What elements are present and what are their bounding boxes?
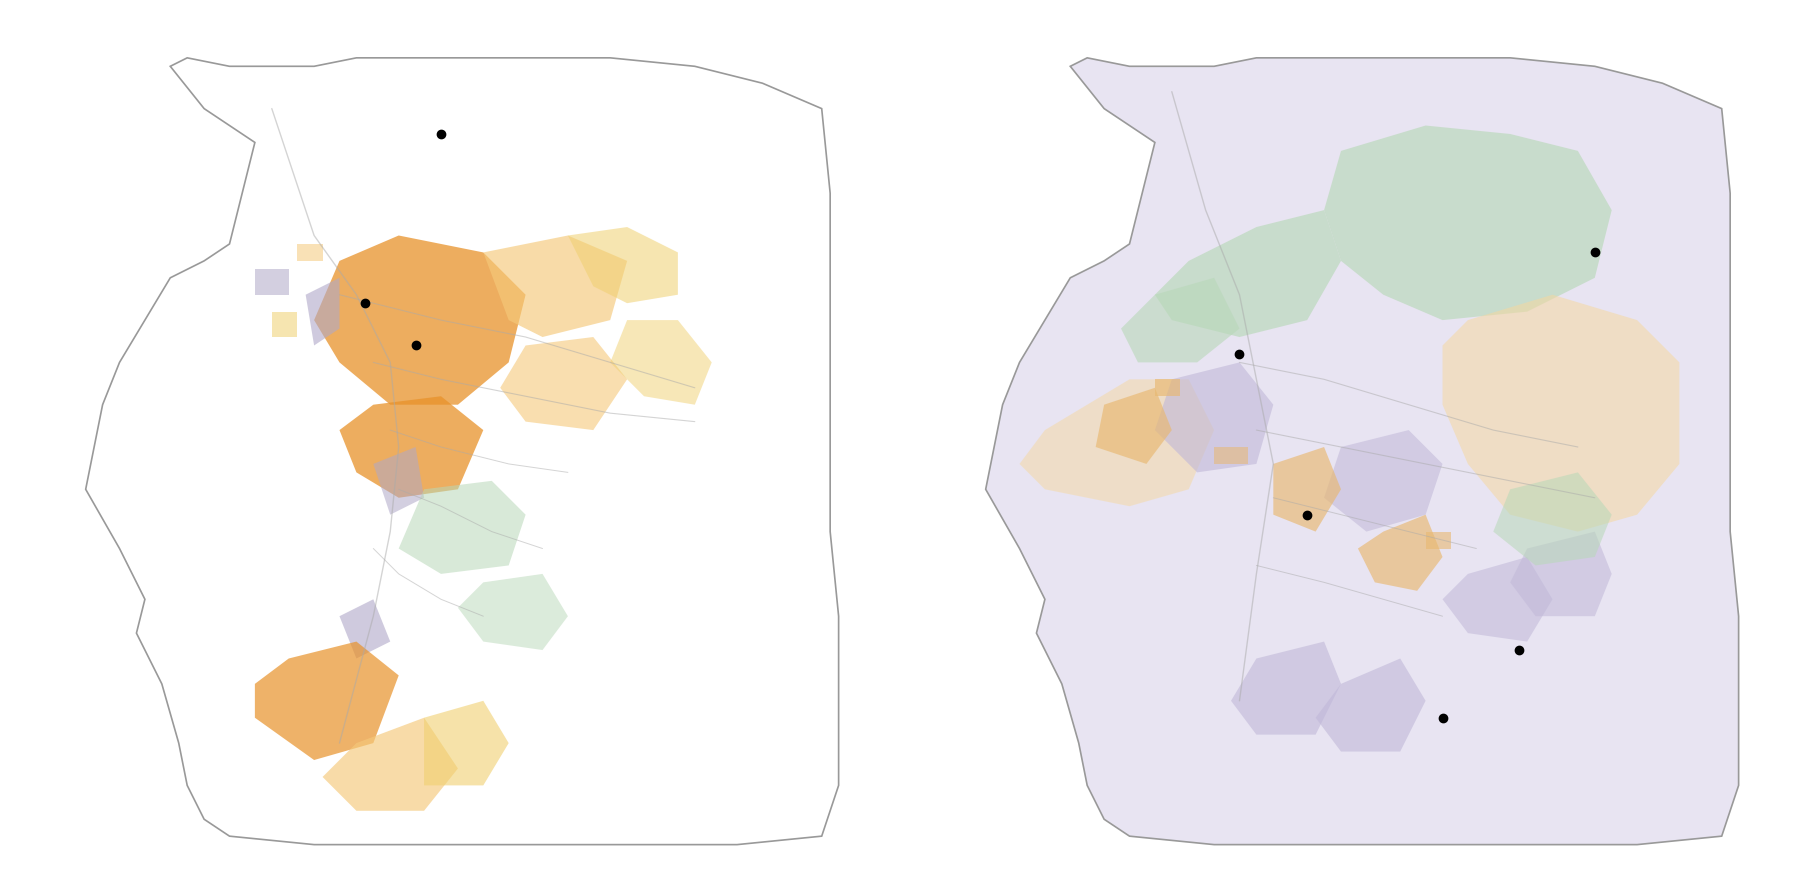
Polygon shape (457, 574, 569, 650)
Polygon shape (1096, 388, 1172, 464)
Polygon shape (86, 58, 839, 845)
Polygon shape (1231, 642, 1341, 735)
Polygon shape (1121, 278, 1240, 362)
Polygon shape (400, 481, 526, 574)
Polygon shape (1325, 430, 1442, 532)
Bar (1426, 532, 1451, 549)
Polygon shape (340, 599, 391, 659)
Bar (1213, 447, 1247, 464)
Polygon shape (1510, 532, 1611, 616)
Polygon shape (500, 337, 626, 430)
Polygon shape (986, 58, 1739, 845)
Polygon shape (1316, 659, 1426, 752)
Polygon shape (322, 718, 457, 811)
Polygon shape (1273, 447, 1341, 532)
Polygon shape (569, 227, 679, 303)
Polygon shape (256, 642, 400, 760)
Polygon shape (1156, 210, 1341, 337)
Bar (1156, 379, 1181, 396)
Bar (272, 312, 297, 337)
Polygon shape (1357, 515, 1442, 591)
Bar (256, 269, 288, 295)
Polygon shape (313, 235, 526, 405)
Polygon shape (1019, 379, 1213, 506)
Polygon shape (425, 701, 509, 786)
Bar (297, 244, 322, 261)
Polygon shape (1442, 557, 1552, 642)
Polygon shape (482, 235, 626, 337)
Polygon shape (1442, 295, 1679, 532)
Polygon shape (373, 447, 425, 515)
Polygon shape (1325, 125, 1611, 320)
Polygon shape (610, 320, 711, 405)
Polygon shape (1494, 472, 1611, 565)
Polygon shape (306, 278, 340, 345)
Polygon shape (340, 396, 482, 498)
Polygon shape (1156, 362, 1273, 472)
